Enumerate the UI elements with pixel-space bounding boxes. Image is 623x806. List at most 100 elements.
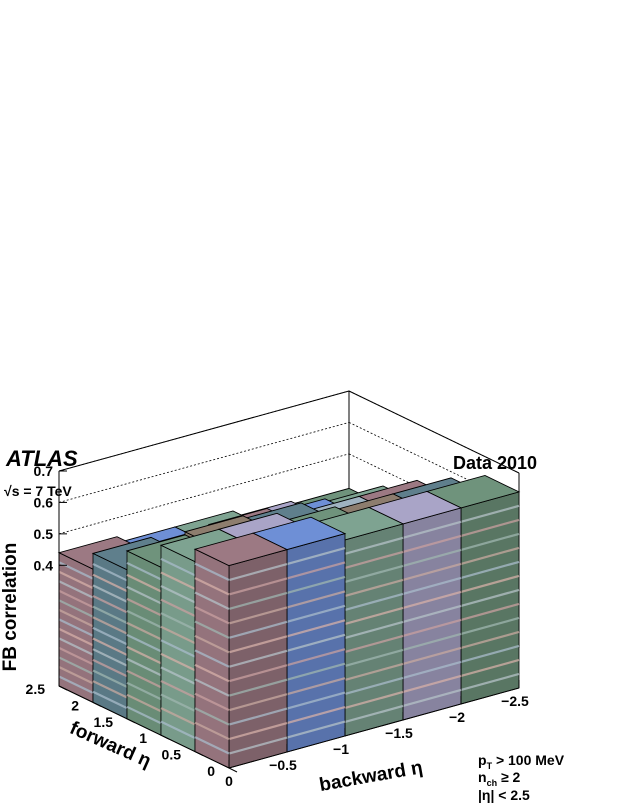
bar-0-0-stripe <box>228 707 288 726</box>
bar-1-0-stripe <box>160 707 196 726</box>
bar-0-1-stripe <box>286 604 346 623</box>
bar-0-3-stripe <box>402 520 462 539</box>
bar-4-0-stripe <box>58 618 94 637</box>
x-tick-label: −2.5 <box>501 693 529 709</box>
z-tick-label: 0.5 <box>34 526 54 542</box>
bar-0-2-stripe <box>344 606 404 625</box>
bar-1-0-stripe <box>160 598 196 617</box>
bar-0-1-stripe <box>286 720 346 739</box>
bar-0-4-stripe <box>460 630 520 650</box>
bar-0-3-stripe <box>402 562 462 581</box>
bar-1-0-stripe <box>160 612 196 631</box>
bar-0-0-stripe <box>194 606 230 625</box>
bar-2-0-stripe <box>126 597 162 617</box>
bar-0-0-stripe <box>194 663 230 683</box>
y-tick-label: 1 <box>139 730 147 746</box>
bar-4-0-stripe <box>58 599 94 618</box>
bar-0-1-stripe <box>286 590 346 609</box>
bar-3-0-stripe <box>92 680 128 699</box>
bar-4-0-stripe <box>58 675 94 694</box>
bar-0-0-stripe <box>194 736 230 755</box>
bar-4-0-stripe <box>58 580 94 599</box>
bar-0-1-stripe <box>286 546 346 566</box>
y-tick-mark <box>194 751 204 757</box>
bar-1-0-stripe <box>160 666 196 685</box>
x-tick-label: −2 <box>449 709 465 725</box>
bar-2-0-stripe <box>126 657 162 677</box>
bar-1-0-stripe <box>160 585 196 604</box>
bar-0-2-stripe <box>344 620 404 639</box>
bar-0-0-stripe <box>194 692 230 712</box>
bar-0-4-stripe <box>460 546 520 565</box>
y-tick-label: 2 <box>71 697 79 713</box>
bar-0-3-stripe <box>402 534 462 553</box>
bar-3-0-stripe <box>92 573 128 593</box>
bar-0-2-stripe <box>344 592 404 611</box>
dataset-label: Data 2010 <box>453 453 538 473</box>
y-tick-mark <box>92 701 102 707</box>
x-axis-title: backward η <box>318 757 425 796</box>
bar-3-0-stripe <box>92 637 128 656</box>
bar-0-3-stripe <box>402 646 462 666</box>
bar-0-2-stripe <box>344 648 404 668</box>
bar-0-0-stripe <box>194 678 230 697</box>
y-tick-mark <box>160 734 170 740</box>
bar-4-0-stripe <box>58 665 94 685</box>
z-tick-label: 0.7 <box>34 463 54 479</box>
bar-0-4-stripe <box>460 602 520 621</box>
bar-3-0-stripe <box>92 594 128 614</box>
bar-0-0-top <box>193 532 289 567</box>
y-tick-label: 2.5 <box>26 681 46 697</box>
bar-3-0-stripe <box>92 626 128 646</box>
bar-0-1-stripe <box>286 561 346 580</box>
bar-3-0-stripe <box>92 584 128 603</box>
y-tick-label: 0.5 <box>162 747 182 763</box>
bar-0-1-stripe <box>286 691 346 710</box>
bar-0-4-stripe <box>460 574 520 593</box>
bar-0-3-stripe <box>402 590 462 609</box>
bar-0-3-stripe <box>402 618 462 637</box>
bar-0-1-stripe <box>286 706 346 725</box>
y-tick-label: 1.5 <box>94 714 114 730</box>
bar-3-0-stripe <box>92 658 128 678</box>
z-tick-label: 0.6 <box>34 494 54 510</box>
bar-0-4-stripe <box>460 644 520 664</box>
back-grid-line <box>58 422 350 503</box>
bar-0-3-stripe <box>402 674 462 694</box>
bar-2-0-stripe <box>126 681 162 701</box>
x-tick-label: −1 <box>333 741 349 757</box>
bar-0-0-stripe <box>228 635 288 654</box>
bar-0-0-stripe <box>228 620 288 639</box>
bar-2-0-stripe <box>126 609 162 629</box>
bar-0-0-stripe <box>228 606 288 625</box>
bar-1-0-stripe <box>160 571 196 590</box>
z-axis-title: FB correlation <box>0 543 21 672</box>
bar-4-0-stripe <box>58 570 94 590</box>
bar-0-0-stripe <box>194 721 230 741</box>
y-tick-label: 0 <box>207 763 215 779</box>
bar-0-0-stripe <box>228 591 288 611</box>
bar-1-0-stripe <box>160 639 196 658</box>
bar-0-3-stripe <box>402 576 462 595</box>
bar-1-0-stripe <box>160 679 196 699</box>
bar-0-3-stripe <box>402 548 462 567</box>
bar-2-0-stripe <box>126 693 162 713</box>
bar-1-0-stripe <box>160 693 196 712</box>
x-tick-label: 0 <box>225 773 233 789</box>
bar-0-4-stripe <box>460 518 520 537</box>
bar-0-2-stripe <box>344 704 404 724</box>
x-axis-line <box>228 687 520 769</box>
bar-0-2-stripe <box>344 634 404 653</box>
bar-0-3-stripe <box>402 660 462 680</box>
bar-2-0-stripe <box>126 585 162 605</box>
bar-0-4-stripe <box>460 672 520 692</box>
bar-4-0-stripe <box>58 656 94 675</box>
bar-3-0-stripe <box>92 648 128 667</box>
energy-text: s = 7 TeV <box>11 483 72 499</box>
bar-0-2-stripe <box>344 578 404 597</box>
bar-0-0-stripe <box>228 736 288 755</box>
bar-3-0-stripe <box>92 605 128 625</box>
y-tick-mark <box>58 685 68 691</box>
bar-0-0-stripe <box>194 649 230 668</box>
bar-4-0-stripe <box>58 646 94 666</box>
